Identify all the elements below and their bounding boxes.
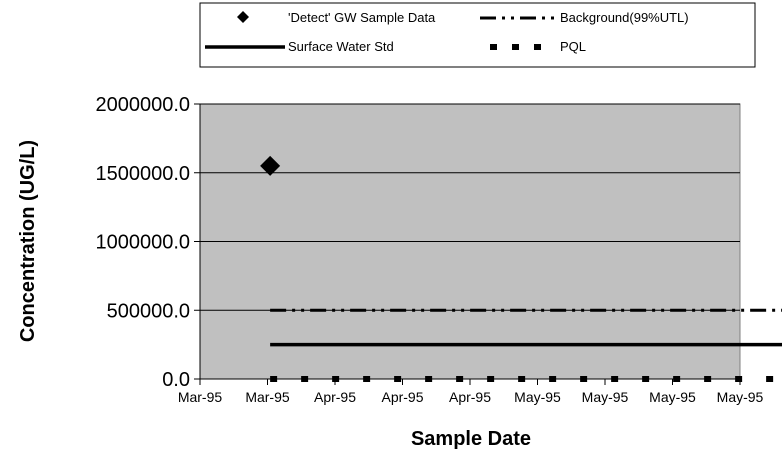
y-tick-label: 1000000.0 [95,232,190,254]
x-tick-label: Apr-95 [314,389,356,405]
legend-label-surface-water: Surface Water Std [288,39,394,54]
legend-label-pql: PQL [560,39,586,54]
y-ticks: 0.0 500000.0 1000000.0 1500000.0 2000000.0 [95,94,200,391]
x-tick-label: May-95 [514,389,561,405]
x-axis-title: Sample Date [411,428,531,450]
x-tick-label: May-95 [582,389,629,405]
y-tick-label: 2000000.0 [95,94,190,116]
series-layer [260,155,782,382]
y-tick-label: 500000.0 [107,300,190,322]
x-tick-label: Mar-95 [245,389,290,405]
x-ticks: Mar-95 Mar-95 Apr-95 Apr-95 Apr-95 May-95 May-… [178,379,764,405]
legend-marker-detect-icon [237,11,249,23]
legend: 'Detect' GW Sample Data Background(99%UT… [199,2,756,68]
legend-box [199,2,756,68]
y-tick-label: 1500000.0 [95,163,190,185]
data-point-detect [260,155,281,176]
x-tick-label: Apr-95 [449,389,491,405]
gridlines [200,103,740,311]
x-tick-label: Mar-95 [178,389,223,405]
legend-label-background: Background(99%UTL) [560,10,689,25]
legend-label-detect: 'Detect' GW Sample Data [288,10,436,25]
x-tick-label: May-95 [649,389,696,405]
y-tick-label: 0.0 [162,369,190,391]
x-tick-label: May-95 [717,389,764,405]
y-axis-title: Concentration (UG/L) [17,140,39,342]
x-tick-label: Apr-95 [381,389,423,405]
